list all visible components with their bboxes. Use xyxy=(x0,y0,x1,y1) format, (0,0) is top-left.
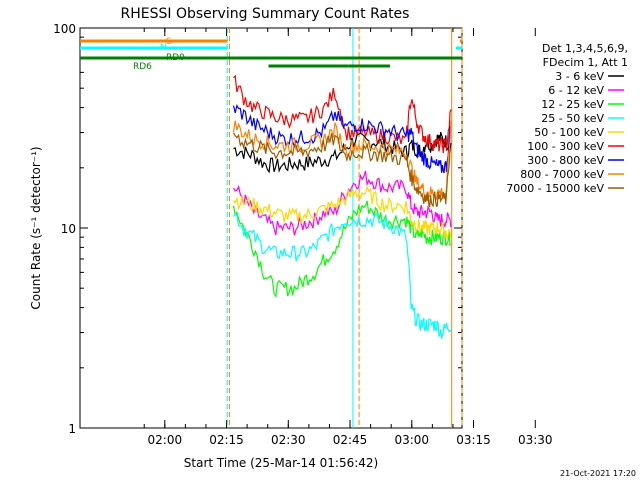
state-label-rd6: RD6 xyxy=(133,62,152,72)
plot-frame xyxy=(79,27,463,429)
state-label-n: N xyxy=(160,43,167,53)
y-tick-label: 1 xyxy=(68,422,76,436)
series-line xyxy=(232,200,452,299)
legend-entry-label: 6 - 12 keV xyxy=(548,84,604,97)
series-line xyxy=(233,74,452,153)
legend-entry-label: 3 - 6 keV xyxy=(555,70,604,83)
legend-entry-label: 300 - 800 keV xyxy=(527,154,604,167)
x-tick-label: 03:30 xyxy=(518,433,553,447)
x-axis-label: Start Time (25-Mar-14 01:56:42) xyxy=(184,456,378,470)
legend-entry-label: 25 - 50 keV xyxy=(541,112,604,125)
legend-header: Det 1,3,4,5,6,9, xyxy=(542,42,628,55)
series-line xyxy=(232,170,452,236)
series-line xyxy=(232,104,451,174)
y-tick-label: 10 xyxy=(61,222,76,236)
legend-entry-label: 100 - 300 keV xyxy=(527,140,604,153)
legend-entry-label: 12 - 25 keV xyxy=(541,98,604,111)
legend-entry-label: 7000 - 15000 keV xyxy=(506,182,604,195)
legend-entry-label: 800 - 7000 keV xyxy=(520,168,604,181)
x-tick-label: 03:00 xyxy=(394,433,429,447)
chart-title: RHESSI Observing Summary Count Rates xyxy=(121,6,410,22)
series-line xyxy=(232,120,452,201)
series-line xyxy=(232,185,452,240)
x-tick-label: 02:00 xyxy=(148,433,183,447)
series-line xyxy=(232,132,452,208)
state-label-s: S xyxy=(166,37,172,47)
x-tick-label: 02:45 xyxy=(333,433,368,447)
legend-header: FDecim 1, Att 1 xyxy=(543,56,628,69)
timestamp-label: 21-Oct-2021 17:20 xyxy=(560,469,636,478)
x-tick-label: 03:15 xyxy=(456,433,491,447)
series-line xyxy=(232,212,452,339)
x-tick-label: 02:30 xyxy=(271,433,306,447)
state-label-rd0: RD0 xyxy=(166,53,185,63)
x-tick-label: 02:15 xyxy=(209,433,244,447)
legend-entry-label: 50 - 100 keV xyxy=(534,126,604,139)
series-line xyxy=(233,131,452,174)
y-axis-label: Count Rate (s⁻¹ detector⁻¹) xyxy=(29,146,43,309)
y-tick-label: 100 xyxy=(53,22,76,36)
